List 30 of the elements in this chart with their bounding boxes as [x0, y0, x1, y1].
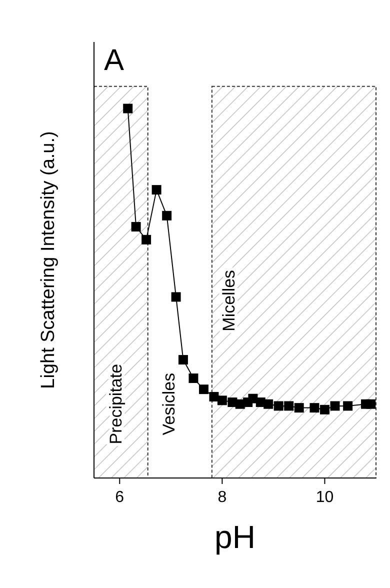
point	[274, 401, 284, 411]
band-label: Micelles	[219, 270, 238, 332]
point	[217, 396, 227, 406]
point	[142, 234, 152, 244]
point	[188, 373, 198, 383]
annotation: Vesicles	[159, 372, 178, 436]
x-tick-label: 8	[218, 489, 227, 506]
point	[343, 401, 353, 411]
x-axis-title: pH	[214, 519, 256, 555]
band-label: Precipitate	[106, 364, 126, 444]
point	[152, 185, 162, 195]
point	[209, 392, 219, 402]
point	[330, 401, 340, 411]
chart-title: A	[104, 44, 124, 77]
point	[162, 210, 172, 220]
point	[198, 384, 208, 394]
point	[320, 404, 330, 414]
point	[366, 399, 376, 409]
point	[131, 222, 141, 232]
point	[284, 401, 294, 411]
point	[123, 104, 133, 114]
point	[178, 355, 188, 365]
point	[264, 399, 274, 409]
point	[310, 403, 320, 413]
point	[248, 394, 258, 404]
y-axis-title: Light Scattering Intensity (a.u.)	[38, 131, 59, 389]
point	[171, 292, 181, 302]
x-tick-label: 6	[115, 489, 124, 506]
point	[294, 403, 304, 413]
x-tick-label: 10	[316, 489, 334, 506]
